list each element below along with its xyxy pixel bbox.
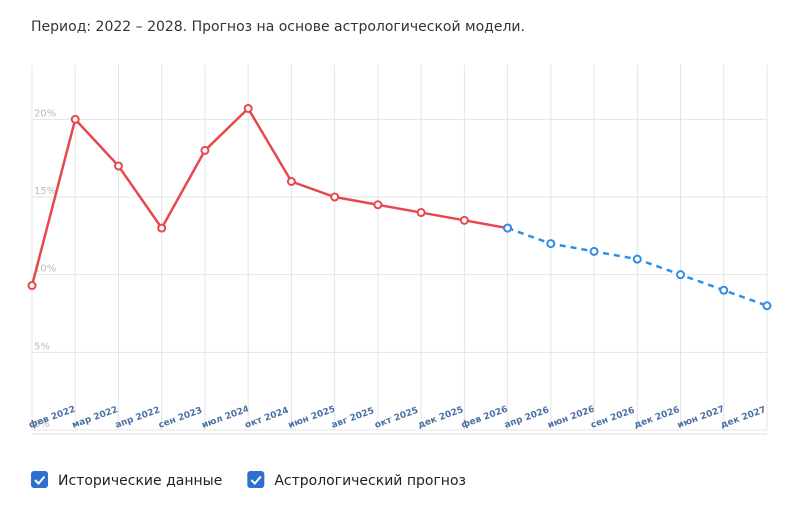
legend-label: Астрологический прогноз xyxy=(274,473,466,489)
x-tick-label: авг 2025 xyxy=(330,406,375,431)
x-tick-label: сен 2023 xyxy=(157,406,203,431)
point xyxy=(762,301,772,311)
x-tick-label: фев 2026 xyxy=(460,405,509,431)
y-tick-label: 15% xyxy=(34,186,56,197)
x-tick-label: мар 2022 xyxy=(71,405,120,431)
check-mark xyxy=(250,475,262,485)
x-tick-label: фев 2022 xyxy=(28,405,77,431)
y-tick-label: 10% xyxy=(34,264,56,275)
point xyxy=(286,176,296,186)
legend-item[interactable]: Исторические данные xyxy=(31,471,222,489)
point xyxy=(632,254,642,264)
point xyxy=(546,239,556,249)
point xyxy=(243,103,253,113)
legend-label: Исторические данные xyxy=(58,473,222,489)
subtitle: Период: 2022 – 2028. Прогноз на основе а… xyxy=(31,19,525,35)
point xyxy=(676,270,686,280)
x-tick-label: дек 2025 xyxy=(417,405,465,431)
legend-item[interactable]: Астрологический прогноз xyxy=(247,471,466,489)
point xyxy=(503,223,513,233)
x-tick-label: июн 2025 xyxy=(287,405,337,431)
x-tick-label: сен 2026 xyxy=(590,406,636,431)
point xyxy=(200,145,210,155)
point xyxy=(719,285,729,295)
series-line xyxy=(30,106,508,286)
y-tick-label: 20% xyxy=(34,108,56,119)
y-tick-label: 0% xyxy=(34,419,50,430)
x-tick-label: апр 2022 xyxy=(114,405,162,430)
x-tick-label: окт 2025 xyxy=(373,406,419,431)
x-tick-label: июл 2024 xyxy=(201,404,251,430)
y-tick-label: 5% xyxy=(34,341,50,352)
point xyxy=(27,281,37,291)
x-tick-label: окт 2024 xyxy=(244,406,290,431)
x-tick-label: апр 2026 xyxy=(503,405,551,430)
legend-checkbox[interactable] xyxy=(31,471,48,488)
point xyxy=(330,192,340,202)
point xyxy=(459,215,469,225)
point xyxy=(70,114,80,124)
x-tick-label: июн 2027 xyxy=(676,405,726,431)
x-tick-label: дек 2026 xyxy=(633,405,681,431)
point xyxy=(157,223,167,233)
x-tick-label: дек 2027 xyxy=(719,405,767,431)
point xyxy=(416,208,426,218)
check-mark xyxy=(34,475,46,485)
point xyxy=(589,246,599,256)
legend-checkbox[interactable] xyxy=(247,471,265,488)
point xyxy=(113,161,123,171)
point xyxy=(373,200,383,210)
x-tick-label: июн 2026 xyxy=(546,405,596,431)
